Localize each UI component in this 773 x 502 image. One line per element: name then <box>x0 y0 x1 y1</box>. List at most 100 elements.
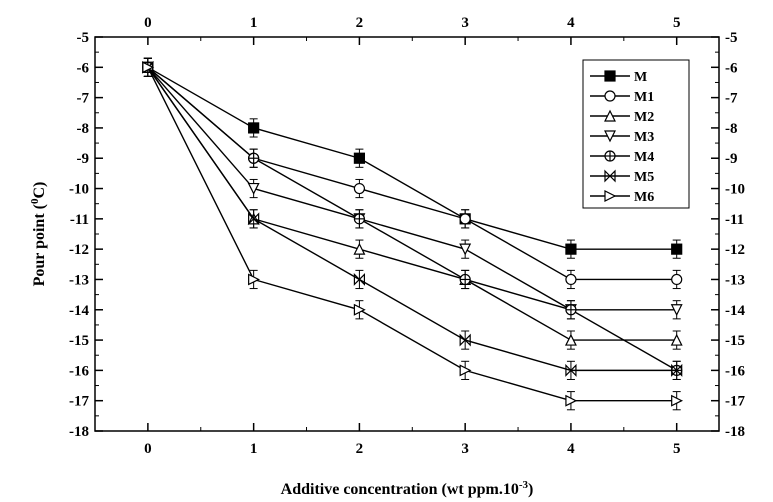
legend-label: M2 <box>634 110 654 125</box>
x-tick-label-top: 2 <box>356 15 364 31</box>
y-tick-label-right: -17 <box>725 394 745 410</box>
y-tick-label-right: -16 <box>725 363 745 379</box>
series-line <box>147 66 677 372</box>
data-point <box>459 364 472 377</box>
y-tick-label-right: -14 <box>725 303 745 319</box>
data-point <box>248 122 260 134</box>
data-point <box>564 333 577 346</box>
y-tick-label-left: -13 <box>69 272 89 288</box>
series-line <box>147 66 677 402</box>
legend-marker <box>604 190 617 202</box>
data-point <box>459 333 471 347</box>
y-tick-label-right: -15 <box>725 333 745 349</box>
y-tick-label-right: -6 <box>725 60 738 76</box>
legend-item-m4: M4 <box>590 150 654 165</box>
legend-label: M1 <box>634 90 654 105</box>
y-tick-label-left: -16 <box>69 363 89 379</box>
legend-marker <box>604 70 616 82</box>
x-tick-label-top: 3 <box>461 15 469 31</box>
data-point <box>565 304 577 316</box>
data-point <box>671 394 684 407</box>
y-tick-label-left: -11 <box>70 212 89 228</box>
x-tick-label-top: 4 <box>567 15 575 31</box>
y-tick-label-left: -5 <box>77 30 90 46</box>
data-point <box>248 212 260 226</box>
legend-marker <box>604 130 616 143</box>
marker-bowtie <box>565 363 577 377</box>
y-tick-label-left: -17 <box>69 394 89 410</box>
y-tick-label-right: -8 <box>725 121 738 137</box>
legend-marker <box>604 169 616 183</box>
data-point <box>459 213 471 225</box>
y-tick-label-right: -5 <box>725 30 738 46</box>
x-tick-label-bottom: 2 <box>356 441 364 457</box>
x-tick-label-bottom: 0 <box>144 441 152 457</box>
legend-item-m6: M6 <box>590 190 654 205</box>
y-tick-label-left: -9 <box>77 151 90 167</box>
data-point <box>353 242 366 255</box>
legend-items: M M1 M2 M3 M4 M5 M6 <box>590 70 654 205</box>
legend-box <box>582 59 690 209</box>
y-tick-label-left: -12 <box>69 242 89 258</box>
legend-item-m1: M1 <box>590 90 654 105</box>
series-line <box>147 66 677 250</box>
legend: M M1 M2 M3 M4 M5 M6 <box>582 59 690 209</box>
legend-marker <box>604 90 616 102</box>
y-tick-label-right: -7 <box>725 91 738 107</box>
x-tick-label-bottom: 5 <box>673 441 681 457</box>
data-point <box>248 152 260 164</box>
x-tick-label-bottom: 4 <box>567 441 575 457</box>
marker-bowtie <box>459 333 471 347</box>
data-point <box>565 394 578 407</box>
data-point <box>459 273 471 286</box>
y-tick-label-right: -10 <box>725 182 745 198</box>
y-tick-label-left: -8 <box>77 121 90 137</box>
series-line <box>147 66 678 371</box>
y-axis-title: Pour point (0C) <box>29 182 48 287</box>
y-tick-label-left: -15 <box>69 333 89 349</box>
y-tick-label-right: -18 <box>725 424 745 440</box>
legend-marker <box>604 109 616 122</box>
data-point <box>671 363 683 377</box>
y-tick-label-left: -6 <box>77 60 90 76</box>
x-axis-title: Additive concentration (wt ppm.10-3) <box>281 479 534 498</box>
data-point <box>565 363 577 377</box>
x-tick-label-top: 0 <box>144 15 152 31</box>
data-point <box>142 61 155 74</box>
x-tick-label-bottom: 1 <box>250 441 258 457</box>
axis-ticks <box>94 36 719 432</box>
y-tick-label-right: -12 <box>725 242 745 258</box>
data-point <box>353 152 366 164</box>
y-tick-label-right: -13 <box>725 272 745 288</box>
y-tick-label-right: -11 <box>725 212 744 228</box>
marker-bowtie <box>248 212 260 226</box>
y-tick-label-left: -7 <box>77 91 90 107</box>
data-point <box>670 304 683 317</box>
legend-marker <box>604 150 616 162</box>
legend-item-m2: M2 <box>590 109 654 125</box>
marker-bowtie <box>604 169 616 183</box>
y-tick-label-left: -14 <box>69 303 89 319</box>
x-tick-label-bottom: 3 <box>461 441 469 457</box>
x-tick-label-top: 5 <box>673 15 681 31</box>
data-point <box>353 273 366 286</box>
x-tick-label-top: 1 <box>250 15 258 31</box>
data-point <box>353 182 366 195</box>
legend-item-m5: M5 <box>590 169 654 185</box>
legend-label: M5 <box>634 170 654 185</box>
data-point <box>565 273 577 286</box>
data-point <box>353 213 366 225</box>
data-point <box>671 273 683 286</box>
y-tick-label-left: -18 <box>69 424 89 440</box>
series-m6 <box>142 57 684 411</box>
legend-label: M3 <box>634 130 654 145</box>
axis-tick-labels: 0 0 1 1 2 2 3 3 4 4 5 5 -5 -5 -6 -6 -7 -7 -8 -8 -9 -9 -10 -10 -1… <box>69 15 745 457</box>
data-point <box>670 333 683 346</box>
data-point <box>247 182 260 195</box>
data-point <box>459 243 472 256</box>
legend-label: M <box>634 70 647 85</box>
data-point <box>353 303 366 316</box>
series-line <box>147 66 677 311</box>
legend-label: M4 <box>634 150 654 165</box>
